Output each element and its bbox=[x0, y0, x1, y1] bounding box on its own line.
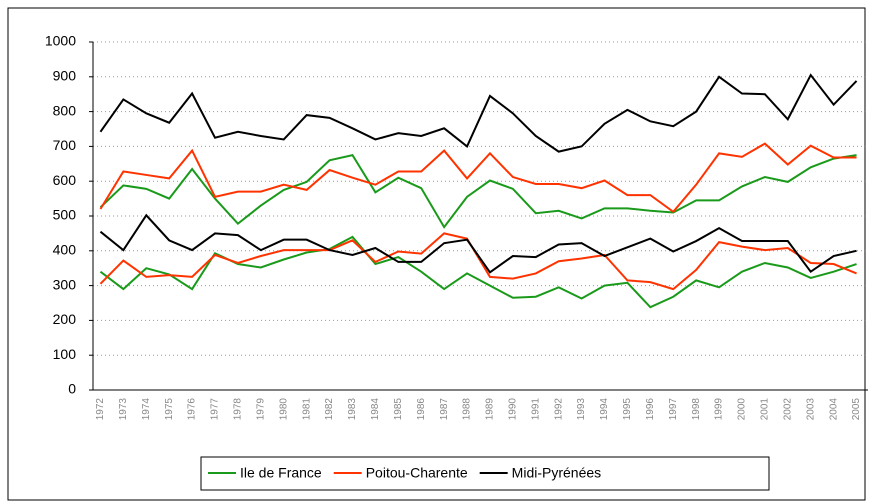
x-tick-label: 2003 bbox=[805, 398, 816, 421]
y-tick-label: 400 bbox=[53, 242, 77, 258]
x-tick-label: 1991 bbox=[530, 398, 541, 421]
x-tick-label: 2000 bbox=[737, 398, 748, 421]
x-tick-label: 1985 bbox=[393, 398, 404, 421]
y-tick-label: 200 bbox=[53, 311, 77, 327]
chart-border bbox=[7, 7, 866, 501]
x-tick-label: 1993 bbox=[576, 398, 587, 421]
x-tick-label: 1994 bbox=[599, 398, 610, 421]
x-tick-label: 1980 bbox=[278, 398, 289, 421]
legend-label: Ile de France bbox=[240, 465, 322, 481]
series-line bbox=[99, 142, 857, 214]
y-tick-label: 300 bbox=[53, 276, 77, 292]
x-tick-label: 1972 bbox=[95, 398, 106, 421]
x-tick-label: 1982 bbox=[324, 398, 335, 421]
x-tick-label: 1990 bbox=[508, 398, 519, 421]
x-tick-label: 1995 bbox=[622, 398, 633, 421]
x-tick-label: 2001 bbox=[760, 398, 771, 421]
series-line bbox=[99, 213, 857, 274]
x-tick-label: 1975 bbox=[164, 398, 175, 421]
y-tick-label: 1000 bbox=[45, 33, 76, 49]
x-tick-label: 2002 bbox=[782, 398, 793, 421]
x-tick-label: 1984 bbox=[370, 398, 381, 421]
x-tick-label: 1974 bbox=[141, 398, 152, 421]
x-tick-label: 1983 bbox=[347, 398, 358, 421]
y-tick-label: 600 bbox=[53, 172, 77, 188]
x-tick-label: 1999 bbox=[714, 398, 725, 421]
x-tick-label: 1973 bbox=[118, 398, 129, 421]
x-tick-label: 1978 bbox=[233, 398, 244, 421]
x-tick-label: 1977 bbox=[210, 398, 221, 421]
legend-label: Poitou-Charente bbox=[366, 465, 468, 481]
y-tick-label: 900 bbox=[53, 68, 77, 84]
y-tick-label: 700 bbox=[53, 137, 77, 153]
x-tick-label: 1989 bbox=[485, 398, 496, 421]
x-tick-label: 1996 bbox=[645, 398, 656, 421]
x-tick-label: 1988 bbox=[462, 398, 473, 421]
x-tick-label: 1987 bbox=[439, 398, 450, 421]
legend-label: Midi-Pyrénées bbox=[512, 465, 601, 481]
x-tick-label: 2005 bbox=[851, 398, 862, 421]
x-tick-label: 1997 bbox=[668, 398, 679, 421]
x-tick-label: 1979 bbox=[255, 398, 266, 421]
y-tick-label: 0 bbox=[68, 381, 76, 397]
y-tick-label: 100 bbox=[53, 346, 77, 362]
x-tick-label: 1998 bbox=[691, 398, 702, 421]
x-tick-label: 1981 bbox=[301, 398, 312, 421]
y-tick-label: 500 bbox=[53, 207, 77, 223]
x-tick-label: 2004 bbox=[828, 398, 839, 421]
series-line bbox=[99, 73, 858, 153]
x-tick-label: 1986 bbox=[416, 398, 427, 421]
x-tick-label: 1992 bbox=[553, 398, 564, 421]
series-line bbox=[99, 153, 857, 229]
y-tick-label: 800 bbox=[53, 102, 77, 118]
x-tick-label: 1976 bbox=[187, 398, 198, 421]
